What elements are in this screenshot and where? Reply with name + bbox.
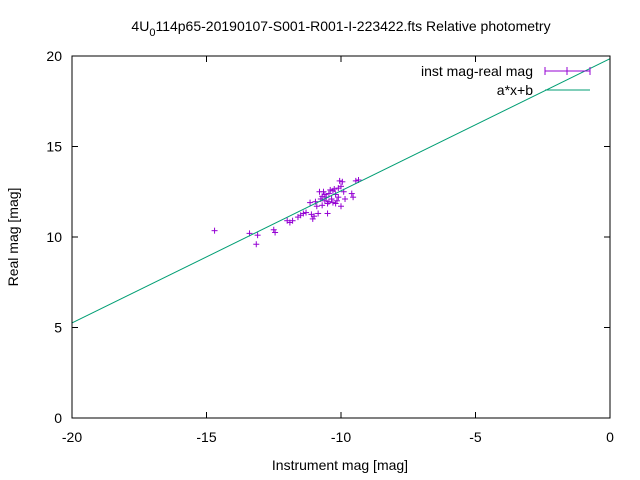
data-point	[321, 191, 328, 198]
data-point	[311, 213, 318, 220]
title-prefix: 4U	[131, 18, 149, 34]
axis-tick-labels: -20 -15 -10 -5 0 0 5 10 15 20	[46, 48, 614, 445]
data-point	[335, 194, 342, 201]
x-tick-label: -10	[331, 429, 351, 445]
data-point	[313, 203, 320, 210]
data-point	[319, 202, 326, 209]
data-point	[324, 210, 331, 217]
data-point	[342, 195, 349, 202]
data-point	[300, 210, 307, 217]
data-point	[348, 190, 355, 197]
y-tick-label: 20	[46, 48, 62, 64]
y-tick-label: 5	[54, 320, 62, 336]
data-point	[307, 199, 314, 206]
data-point	[320, 188, 327, 195]
title-suffix: 114p65-20190107-S001-R001-I-223422.fts R…	[155, 18, 550, 34]
data-point	[338, 203, 344, 210]
data-point	[289, 217, 296, 224]
data-point	[270, 226, 277, 233]
data-point	[303, 209, 310, 216]
data-point	[333, 197, 340, 204]
data-point	[315, 210, 322, 217]
x-axis-label: Instrument mag [mag]	[272, 457, 408, 473]
data-point	[336, 177, 343, 184]
series-layer	[72, 58, 610, 324]
legend-swatch-inst-mag	[544, 67, 591, 75]
data-point	[328, 195, 335, 202]
y-tick-label: 10	[46, 229, 62, 245]
legend: inst mag-real mag a*x+b	[421, 63, 591, 98]
data-point	[352, 177, 359, 184]
data-point	[325, 198, 332, 205]
y-tick-label: 15	[46, 139, 62, 155]
x-tick-label: -5	[469, 429, 482, 445]
legend-label-inst-mag: inst mag-real mag	[421, 63, 533, 79]
data-point	[339, 178, 346, 185]
title-subscript: 0	[149, 27, 155, 39]
x-tick-label: 0	[606, 429, 614, 445]
x-tick-label: -15	[196, 429, 216, 445]
data-point	[350, 194, 357, 201]
data-point	[211, 227, 218, 234]
axis-ticks	[71, 55, 611, 419]
chart-title: 4U0114p65-20190107-S001-R001-I-223422.ft…	[131, 18, 550, 39]
y-axis-label: Real mag [mag]	[5, 188, 21, 287]
data-point	[325, 190, 332, 197]
plot-frame	[71, 55, 611, 419]
legend-label-fit: a*x+b	[497, 82, 533, 98]
data-point	[254, 232, 261, 239]
fit-line	[72, 58, 610, 324]
data-point	[329, 187, 336, 194]
data-point	[272, 229, 279, 236]
data-point	[332, 200, 339, 207]
data-point	[309, 215, 316, 222]
data-point	[327, 186, 334, 193]
y-tick-label: 0	[54, 410, 62, 426]
data-point	[253, 241, 260, 248]
data-point	[338, 183, 344, 190]
x-tick-label: -20	[62, 429, 82, 445]
data-point	[329, 199, 336, 206]
